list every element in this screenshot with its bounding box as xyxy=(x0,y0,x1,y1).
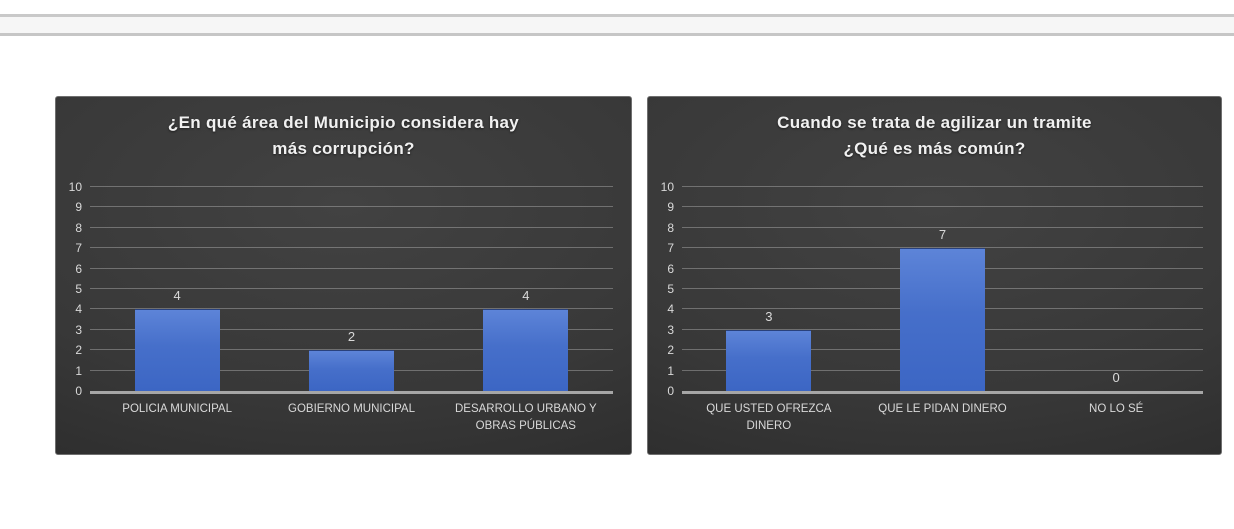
y-axis-tick-label: 10 xyxy=(660,180,674,194)
bar-value-label: 3 xyxy=(765,308,773,324)
category-label: QUE USTED OFREZCA DINERO xyxy=(706,403,832,432)
bar xyxy=(308,350,395,391)
chart-title-line: Cuando se trata de agilizar un tramite xyxy=(777,113,1092,132)
y-axis-tick-label: 5 xyxy=(75,282,82,296)
y-axis-tick-label: 9 xyxy=(667,200,674,215)
y-axis-tick-label: 1 xyxy=(667,363,674,378)
gridline xyxy=(90,308,613,310)
y-axis-tick-label: 8 xyxy=(75,220,82,235)
toolbar-strip xyxy=(0,14,1234,36)
chart-panel-agilizar-tramite[interactable]: Cuando se trata de agilizar un tramite ¿… xyxy=(647,96,1222,455)
gridline xyxy=(682,247,1203,249)
plot-area: 0 1 2 3 4 5 6 7 8 9 10 3 7 0 QUE USTED OFREZCA DINERO Q… xyxy=(661,180,1203,432)
gridline xyxy=(90,186,613,187)
gridline xyxy=(90,349,613,351)
bar xyxy=(900,248,985,391)
category-label: NO LO SÉ xyxy=(1089,403,1144,415)
gridline xyxy=(90,206,613,208)
chart-title-line: más corrupción? xyxy=(272,139,415,159)
gridline xyxy=(682,226,1203,228)
gridline xyxy=(90,226,613,228)
bar-value-label: 4 xyxy=(522,288,530,304)
chart-title-line: ¿En qué área del Municipio considera hay xyxy=(167,113,520,132)
category-label: DESARROLLO URBANO Y OBRAS PÚBLICAS xyxy=(454,403,597,432)
y-axis-tick-label: 7 xyxy=(75,241,82,256)
y-axis-tick-label: 6 xyxy=(667,261,674,276)
y-axis-tick-label: 0 xyxy=(667,384,674,398)
y-axis-tick-label: 10 xyxy=(68,180,82,194)
category-axis: POLICIA MUNICIPAL GOBIERNO MUNICIPAL DESAR… xyxy=(90,401,613,434)
y-axis-tick-label: 9 xyxy=(75,200,82,215)
y-axis-tick-label: 6 xyxy=(75,261,82,276)
bar xyxy=(134,309,220,391)
plot-area: 0 1 2 3 4 5 6 7 8 9 10 4 2 4 POLICIA MUNICIPAL GOBIERNO… xyxy=(69,180,613,432)
y-axis-tick-label: 8 xyxy=(667,220,674,235)
y-axis-tick-label: 4 xyxy=(667,302,674,317)
category-label: QUE LE PIDAN DINERO xyxy=(878,403,1007,415)
category-label: POLICIA MUNICIPAL xyxy=(122,403,233,415)
y-axis-tick-label: 0 xyxy=(75,384,82,398)
gridline xyxy=(90,288,613,289)
gridline xyxy=(682,206,1203,208)
gridline xyxy=(90,328,613,330)
bar xyxy=(483,309,569,391)
bar-value-label: 4 xyxy=(173,288,181,304)
chart-title-line: ¿Qué es más común? xyxy=(843,139,1026,159)
category-axis: QUE USTED OFREZCA DINERO QUE LE PIDAN DIN… xyxy=(682,401,1203,434)
y-axis-tick-label: 7 xyxy=(667,241,674,256)
bar-value-label: 7 xyxy=(938,227,947,243)
category-label: GOBIERNO MUNICIPAL xyxy=(288,403,415,415)
y-axis-tick-label: 2 xyxy=(667,343,674,358)
y-axis-tick-label: 2 xyxy=(75,343,82,358)
chart-panel-corruption-area[interactable]: ¿En qué área del Municipio considera hay… xyxy=(55,96,632,455)
bar-value-label: 2 xyxy=(347,329,356,345)
gridline xyxy=(90,247,613,249)
bar-value-label: 0 xyxy=(1112,370,1120,385)
y-axis-tick-label: 4 xyxy=(75,302,82,317)
gridline xyxy=(90,267,613,269)
y-axis-tick-label: 1 xyxy=(75,363,82,378)
y-axis-tick-label: 3 xyxy=(667,322,674,337)
y-axis-tick-label: 5 xyxy=(667,282,674,296)
chart-title: Cuando se trata de agilizar un tramite ¿… xyxy=(658,110,1211,163)
gridline xyxy=(682,186,1203,187)
bar xyxy=(726,329,812,391)
y-axis-tick-label: 3 xyxy=(75,322,82,337)
chart-title: ¿En qué área del Municipio considera hay… xyxy=(66,110,621,163)
